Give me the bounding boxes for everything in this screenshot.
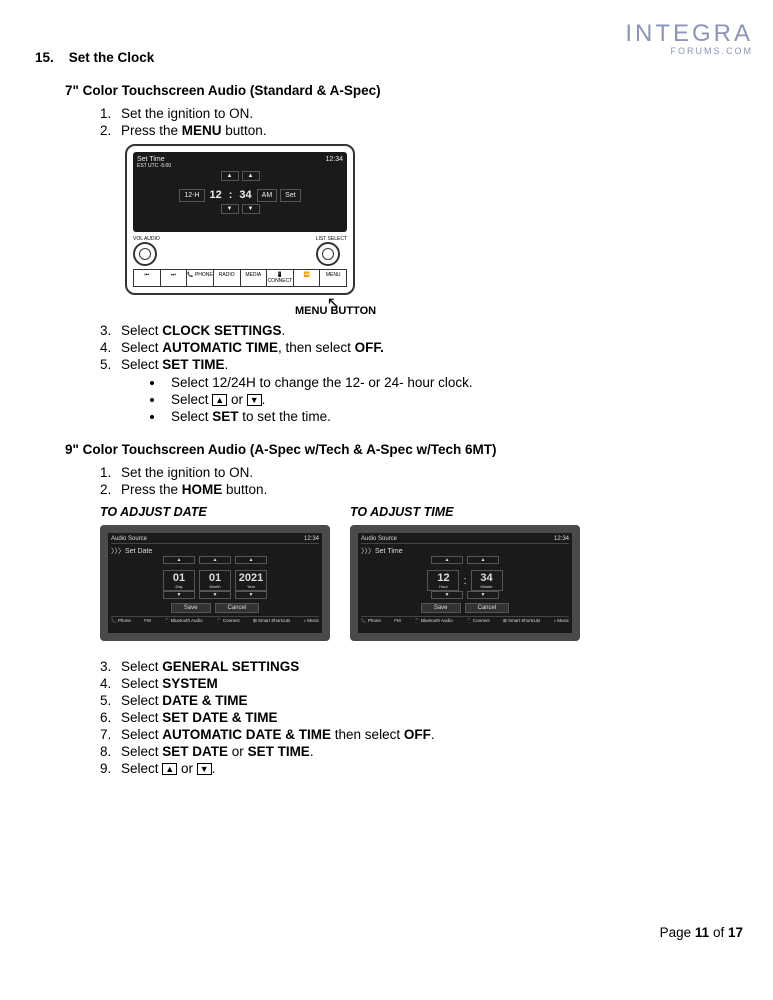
s9-step9: Select ▲ or ▼. [115,761,753,776]
s7-bullet2: Select ▲ or ▼. [165,392,753,407]
select-knob [316,242,340,266]
display-9-date: TO ADJUST DATE Audio Source12:34 〉〉〉Set … [100,505,330,641]
section-9-list-a: Set the ignition to ON. Press the HOME b… [115,465,753,497]
s7-bullet1: Select 12/24H to change the 12- or 24- h… [165,375,753,390]
s9-step6: Select SET DATE & TIME [115,710,753,725]
down-arrow-icon: ▼ [247,394,262,406]
s9-step1: Set the ignition to ON. [115,465,753,480]
down-arrow-icon: ▼ [197,763,212,775]
display-7inch: Set Time12:34 EST UTC -5:00 ▲▲ 12-H 12 :… [125,144,355,295]
adjust-date-label: TO ADJUST DATE [100,505,330,519]
step-title: Set the Clock [69,50,155,65]
section-7-list-b: Select CLOCK SETTINGS. Select AUTOMATIC … [115,323,753,424]
s9-step7: Select AUTOMATIC DATE & TIME then select… [115,727,753,742]
s9-step3: Select GENERAL SETTINGS [115,659,753,674]
s7-step1: Set the ignition to ON. [115,106,753,121]
up-arrow-icon: ▲ [162,763,177,775]
s7-step3: Select CLOCK SETTINGS. [115,323,753,338]
section-7-list-a: Set the ignition to ON. Press the MENU b… [115,106,753,138]
logo-text: INTEGRA [625,20,753,48]
section-7-title: 7" Color Touchscreen Audio (Standard & A… [65,83,753,98]
step-number: 15. [35,50,65,65]
vol-knob [133,242,157,266]
s7-step4: Select AUTOMATIC TIME, then select OFF. [115,340,753,355]
section-9-list-b: Select GENERAL SETTINGS Select SYSTEM Se… [115,659,753,776]
s7-step2: Press the MENU button. [115,123,753,138]
s7-bullet3: Select SET to set the time. [165,409,753,424]
adjust-time-label: TO ADJUST TIME [350,505,580,519]
s7-step5: Select SET TIME. Select 12/24H to change… [115,357,753,424]
s9-step4: Select SYSTEM [115,676,753,691]
s9-step8: Select SET DATE or SET TIME. [115,744,753,759]
d7-screen: Set Time12:34 EST UTC -5:00 ▲▲ 12-H 12 :… [133,152,347,232]
d7-button-row: ⏮ ⏭ 📞 PHONE RADIO MEDIA 📱CONNECT ⏪ MENU [133,269,347,287]
s9-step2: Press the HOME button. [115,482,753,497]
section-9-title: 9" Color Touchscreen Audio (A-Spec w/Tec… [65,442,753,457]
menu-button-label: MENU BUTTON [295,305,435,317]
display-9-time: TO ADJUST TIME Audio Source12:34 〉〉〉Set … [350,505,580,641]
s9-step5: Select DATE & TIME [115,693,753,708]
up-arrow-icon: ▲ [212,394,227,406]
watermark-logo: INTEGRA FORUMS.COM [625,20,753,56]
page-footer: Page 11 of 17 [660,925,743,940]
